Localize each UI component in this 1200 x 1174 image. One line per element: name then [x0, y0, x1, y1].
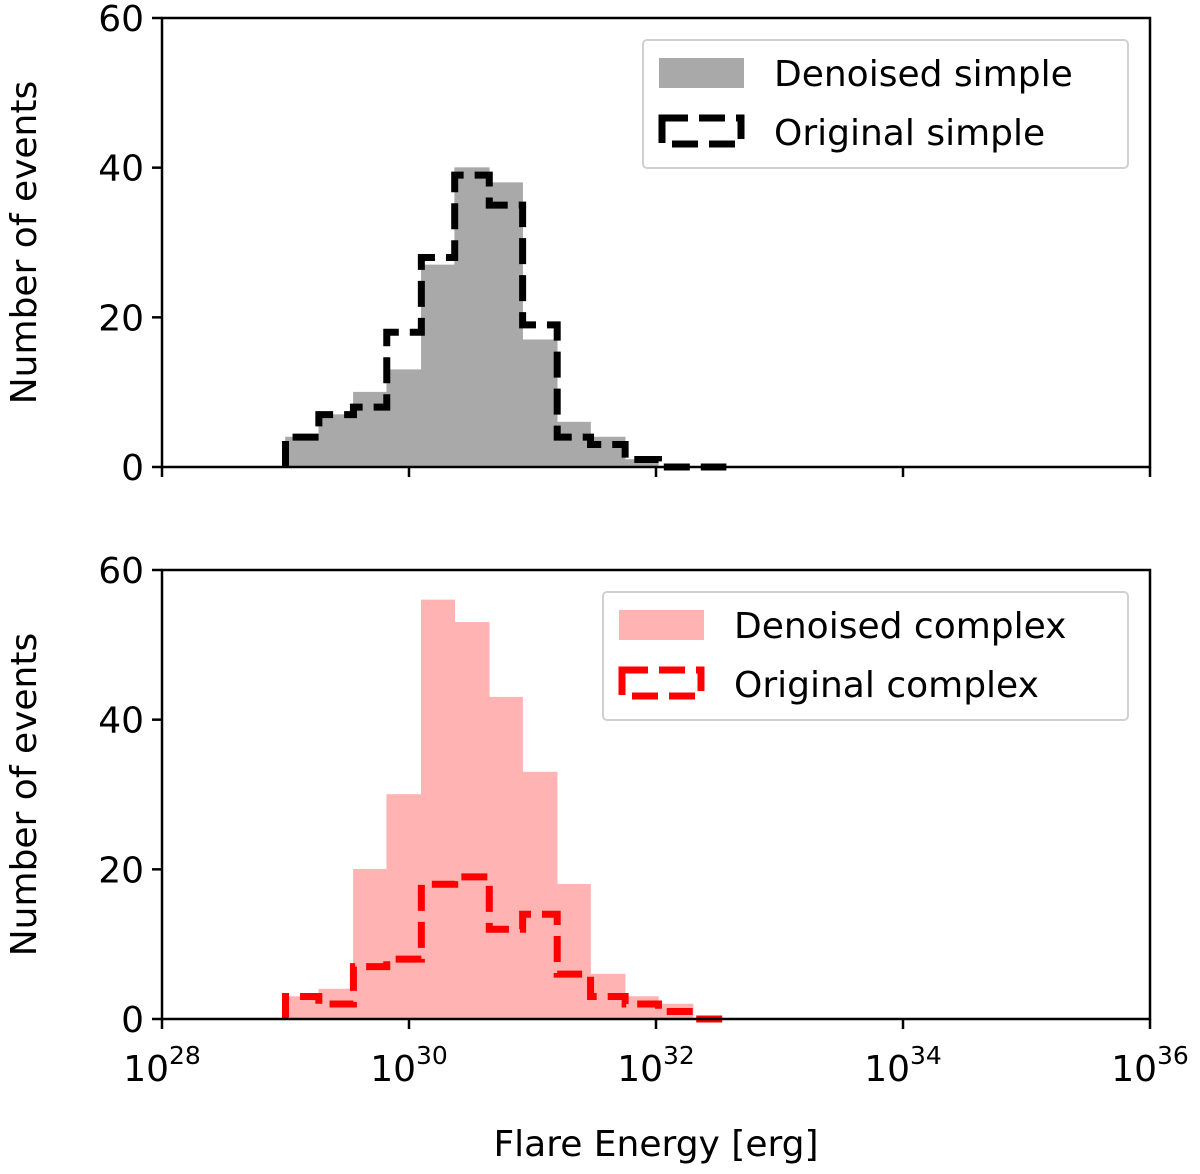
- bar-denoised-simple-1: [318, 414, 354, 468]
- legend-box: [602, 591, 1129, 721]
- y-tick-label: 40: [98, 701, 144, 742]
- y-tick-label: 40: [98, 149, 144, 190]
- original-simple-step-line: [282, 171, 727, 471]
- legend-swatch-filled: [659, 58, 744, 88]
- legend-box: [642, 39, 1129, 169]
- step-original-simple: [282, 171, 727, 471]
- bar-denoised-simple-3: [386, 369, 422, 468]
- bar-denoised-complex-4: [421, 599, 455, 1020]
- x-tick-label: 1032: [617, 1041, 695, 1090]
- legend-swatch-filled: [619, 610, 704, 640]
- panel-bottom-complex: 0 20 40 60 1028 1030 1032 1034 1036 Number of e…: [4, 551, 1189, 1165]
- bar-denoised-complex-5: [454, 622, 490, 1020]
- panel-bottom-legend: Denoised complex Original complex: [602, 591, 1129, 721]
- y-tick-label: 60: [98, 551, 144, 592]
- x-axis-label: Flare Energy [erg]: [493, 1124, 818, 1165]
- x-tick-label: 1028: [123, 1041, 201, 1090]
- panel-bottom-y-axis-label: Number of events: [4, 633, 45, 957]
- bar-denoised-simple-4: [421, 264, 455, 468]
- bar-denoised-complex-2: [353, 869, 388, 1020]
- legend-label-original: Original complex: [734, 665, 1039, 706]
- panel-bottom-x-ticks: 1028 1030 1032 1034 1036: [123, 1019, 1189, 1090]
- denoised-simple-bars: [285, 167, 659, 468]
- y-tick-label: 60: [98, 0, 144, 40]
- bar-denoised-simple-5: [454, 167, 490, 468]
- step-original-complex: [282, 873, 727, 1023]
- bar-denoised-complex-6: [488, 696, 523, 1020]
- panel-top-x-ticks: [160, 467, 1152, 477]
- bar-denoised-simple-0: [285, 436, 320, 468]
- bar-denoised-complex-8: [556, 883, 591, 1020]
- panel-top-simple: 0 20 40 60 Number of events Denoised simple…: [4, 0, 1152, 489]
- legend-swatch-dashed: [618, 666, 705, 700]
- y-tick-label: 20: [98, 850, 144, 891]
- x-tick-label: 1036: [1111, 1041, 1189, 1090]
- bar-denoised-simple-7: [522, 339, 558, 468]
- legend-swatch-dashed: [658, 114, 745, 148]
- x-tick-label: 1030: [370, 1041, 448, 1090]
- bar-denoised-complex-10: [624, 996, 659, 1020]
- y-tick-label: 0: [121, 1000, 144, 1041]
- x-tick-label: 1034: [864, 1041, 942, 1090]
- y-tick-label: 0: [121, 448, 144, 489]
- panel-top-y-axis-label: Number of events: [4, 81, 45, 405]
- legend-label-denoised: Denoised simple: [774, 54, 1073, 95]
- panel-top-legend: Denoised simple Original simple: [642, 39, 1129, 169]
- bar-denoised-complex-3: [386, 794, 422, 1020]
- bar-denoised-simple-8: [556, 421, 591, 468]
- y-tick-label: 20: [98, 298, 144, 339]
- bar-denoised-simple-2: [353, 391, 388, 468]
- bar-denoised-simple-6: [488, 182, 523, 468]
- bar-denoised-complex-7: [522, 771, 558, 1020]
- legend-label-denoised: Denoised complex: [734, 606, 1066, 647]
- legend-label-original: Original simple: [774, 113, 1045, 154]
- original-complex-step-line: [282, 873, 727, 1023]
- panel-bottom-y-ticks: 0 20 40 60: [98, 551, 162, 1041]
- panel-top-y-ticks: 0 20 40 60: [98, 0, 162, 489]
